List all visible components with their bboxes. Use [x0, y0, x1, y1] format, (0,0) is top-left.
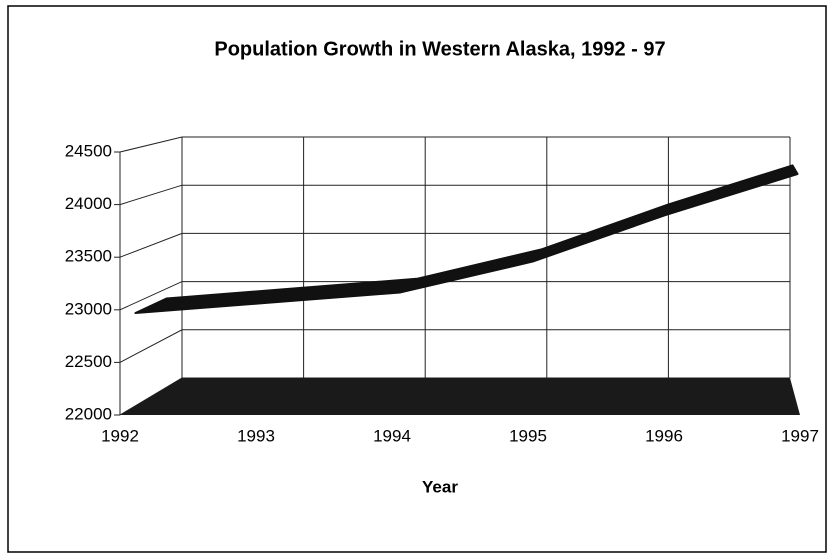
y-tick-label: 23500 — [65, 247, 112, 266]
y-tick-label: 23000 — [65, 299, 112, 318]
floor — [120, 378, 800, 415]
x-tick-label: 1996 — [645, 426, 683, 445]
x-tick-label: 1997 — [781, 426, 819, 445]
x-tick-label: 1992 — [101, 426, 139, 445]
x-tick-label: 1994 — [373, 426, 411, 445]
x-tick-label: 1995 — [509, 426, 547, 445]
grid-line — [119, 136, 790, 153]
line-ribbon — [134, 164, 799, 315]
y-tick-label: 24000 — [65, 194, 112, 213]
y-tick-label: 24500 — [65, 141, 112, 160]
y-tick-label: 22500 — [65, 352, 112, 371]
grid-line — [119, 281, 790, 311]
x-tick-label: 1993 — [237, 426, 275, 445]
y-tick-label: 22000 — [65, 404, 112, 423]
grid-line — [119, 329, 790, 363]
chart-title: Population Growth in Western Alaska, 199… — [214, 38, 665, 60]
x-axis-label: Year — [422, 477, 458, 496]
grid-line — [119, 184, 790, 206]
